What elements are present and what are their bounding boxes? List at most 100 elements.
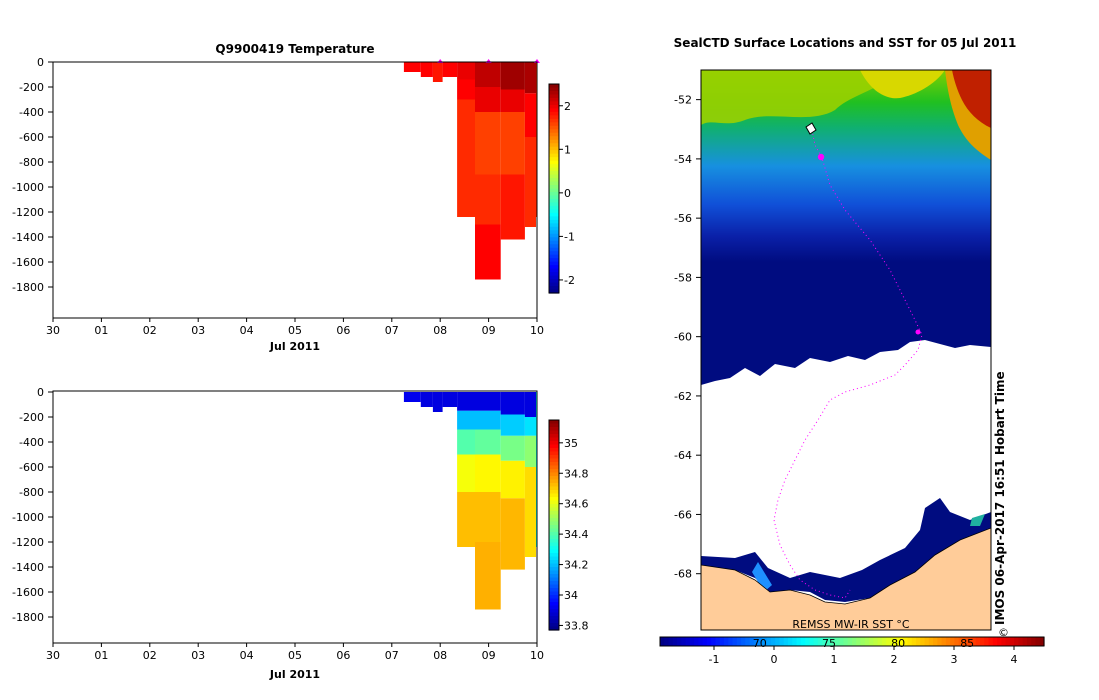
salinity-section-panel: 0 -200 -400 -600 -800 -1000 -1200 -1400 -1600 -18… (12, 386, 588, 681)
colorbar-tick-label: -1 (564, 230, 575, 243)
y-tick-label: -1800 (12, 281, 44, 294)
salinity-cell (420, 392, 433, 407)
sst-ocean-field (701, 70, 991, 390)
x-tick-label: 02 (143, 649, 157, 662)
sst-colorbar-segment (706, 637, 712, 646)
sst-field (701, 70, 991, 630)
sst-colorbar-gradient (660, 637, 1045, 646)
map-y-tick-label: -60 (674, 331, 692, 344)
sst-colorbar-segment (779, 637, 785, 646)
x-tick-label: 06 (336, 649, 350, 662)
colorbar-segment (549, 567, 559, 572)
temperature-cell (432, 62, 443, 82)
colorbar-segment (549, 602, 559, 607)
colorbar-segment (549, 623, 559, 628)
colorbar-segment (549, 108, 559, 113)
salinity-cell (475, 492, 501, 542)
colorbar-segment (549, 500, 559, 505)
temperature-x-axis: 30 01 02 03 04 05 06 07 08 09 10 (46, 318, 544, 337)
colorbar-segment (549, 465, 559, 470)
temperature-cell (524, 62, 536, 94)
x-tick-label: 09 (482, 324, 496, 337)
map-y-tick-label: -56 (674, 212, 692, 225)
colorbar-segment (549, 549, 559, 554)
sst-colorbar-segment (1039, 637, 1045, 646)
salinity-cell (500, 460, 525, 499)
colorbar-segment (549, 115, 559, 120)
x-tick-label: 03 (191, 324, 205, 337)
colorbar-segment (549, 101, 559, 106)
sst-source-label: REMSS MW-IR SST °C (792, 618, 910, 631)
colorbar-segment (549, 455, 559, 460)
colorbar-segment (549, 289, 559, 294)
colorbar-segment (549, 195, 559, 200)
colorbar-tick-label: 35 (564, 437, 578, 450)
colorbar-segment (549, 219, 559, 224)
salinity-colorbar-ticks: 35 34.8 34.6 34.4 34.2 34 33.8 (559, 437, 589, 632)
colorbar-segment (549, 458, 559, 463)
colorbar-tick-label: 1 (564, 143, 571, 156)
sst-colorbar-segment (967, 637, 973, 646)
sst-colorbar-segment (945, 637, 951, 646)
sst-colorbar-segment (877, 637, 883, 646)
colorbar-segment (549, 591, 559, 596)
y-tick-label: -1400 (12, 231, 44, 244)
colorbar-segment (549, 528, 559, 533)
seal-location-marker (817, 153, 825, 161)
sst-colorbar-segment (783, 637, 789, 646)
colorbar-segment (549, 181, 559, 186)
sst-colorbar-segment (698, 637, 704, 646)
colorbar-segment (549, 230, 559, 235)
sst-warm-patch-north (701, 70, 900, 125)
sst-colorbar-segment (860, 637, 866, 646)
sst-colorbar-segment (813, 637, 819, 646)
colorbar-segment (549, 84, 559, 89)
colorbar-segment (549, 451, 559, 456)
colorbar-segment (549, 595, 559, 600)
sst-colorbar-segment (992, 637, 998, 646)
temperature-section-panel: Q9900419 Temperature 0 -200 -400 -600 -800 -1… (12, 42, 575, 353)
sst-colorbar-segment (856, 637, 862, 646)
temperature-x-label: Jul 2011 (269, 340, 320, 353)
sst-coastal-warm-spot-east (970, 514, 985, 526)
colorbar-segment (549, 129, 559, 134)
sst-colorbar-segment (749, 637, 755, 646)
colorbar-tick-label: 0 (564, 187, 571, 200)
colorbar-segment (549, 265, 559, 270)
sst-colorbar-segment (826, 637, 832, 646)
temperature-cell (457, 79, 475, 100)
salinity-colorbar-frame (548, 419, 560, 631)
y-tick-label: -200 (19, 81, 44, 94)
colorbar-segment (549, 226, 559, 231)
x-tick-label: 30 (46, 324, 60, 337)
colorbar-segment (549, 150, 559, 155)
colorbar-segment (549, 205, 559, 210)
sst-colorbar-segment (907, 637, 913, 646)
x-tick-label: 04 (240, 649, 254, 662)
y-tick-label: -400 (19, 106, 44, 119)
sst-colorbar-segment (886, 637, 891, 646)
colorbar-segment (549, 483, 559, 488)
salinity-cell (457, 454, 475, 492)
sst-colorbar-segment (689, 637, 695, 646)
sst-colorbar-overlay-label: 85 (960, 637, 974, 650)
y-tick-label: -200 (19, 411, 44, 424)
sst-colorbar-segment (753, 637, 759, 646)
sst-colorbar-tick-label: 4 (1011, 653, 1018, 666)
colorbar-segment (549, 240, 559, 245)
salinity-cell (500, 435, 525, 461)
colorbar-segment (549, 164, 559, 169)
sst-colorbar-segment (1001, 637, 1007, 646)
colorbar-segment (549, 237, 559, 242)
y-tick-label: -1600 (12, 586, 44, 599)
y-tick-label: -1200 (12, 206, 44, 219)
sst-colorbar-segment (770, 637, 776, 646)
colorbar-segment (549, 553, 559, 558)
sst-colorbar-segment (847, 637, 853, 646)
colorbar-segment (549, 563, 559, 568)
colorbar-segment (549, 504, 559, 509)
sst-colorbar-frame (659, 636, 1045, 647)
sst-colorbar-segment (745, 637, 751, 646)
colorbar-segment (549, 476, 559, 481)
sst-colorbar-tick-label: -1 (709, 653, 720, 666)
